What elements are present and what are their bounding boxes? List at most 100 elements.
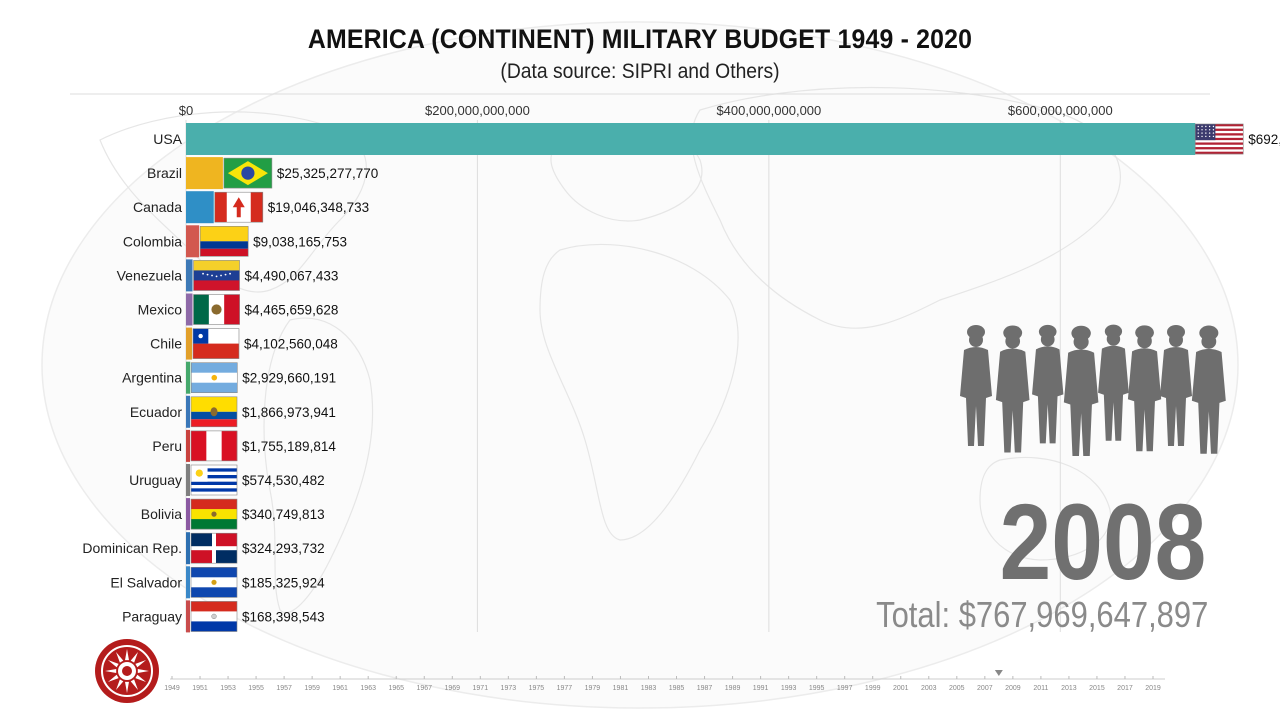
category-label: Mexico xyxy=(138,302,183,318)
timeline-year-label[interactable]: 1983 xyxy=(641,685,657,692)
timeline-year-label[interactable]: 2019 xyxy=(1145,685,1161,692)
bar-row: Canada $19,046,348,733 xyxy=(133,191,369,224)
soldiers-silhouette-icon xyxy=(960,324,1226,456)
timeline-year-label[interactable]: 1957 xyxy=(276,685,292,692)
category-label: Chile xyxy=(150,336,182,352)
value-label: $9,038,165,753 xyxy=(253,234,347,249)
timeline-year-label[interactable]: 2017 xyxy=(1117,685,1133,692)
bar-row: Uruguay $574,530,482 xyxy=(129,464,325,496)
category-label: Venezuela xyxy=(117,267,183,283)
timeline-year-label[interactable]: 1965 xyxy=(388,685,404,692)
bar xyxy=(186,327,192,360)
bar xyxy=(186,498,190,531)
canada-flag-icon xyxy=(214,191,264,223)
x-tick-label: $200,000,000,000 xyxy=(425,103,530,118)
timeline-year-label[interactable]: 1961 xyxy=(332,685,348,692)
timeline-year-label[interactable]: 1973 xyxy=(501,685,517,692)
uruguay-flag-icon xyxy=(190,464,238,496)
bar-row: Paraguay $168,398,543 xyxy=(122,600,325,633)
timeline-year-label[interactable]: 1955 xyxy=(248,685,264,692)
bar-row: Brazil $25,325,277,770 xyxy=(147,157,378,190)
bar-row: Peru $1,755,189,814 xyxy=(152,429,336,462)
value-label: $4,102,560,048 xyxy=(244,337,338,352)
category-label: Uruguay xyxy=(129,472,182,488)
chart-subtitle: (Data source: SIPRI and Others) xyxy=(500,60,780,83)
value-label: $340,749,813 xyxy=(242,507,325,522)
timeline-year-label[interactable]: 1977 xyxy=(557,685,573,692)
timeline-year-label[interactable]: 1951 xyxy=(192,685,208,692)
ecuador-flag-icon xyxy=(190,396,238,428)
timeline-year-label[interactable]: 1959 xyxy=(304,685,320,692)
timeline-year-label[interactable]: 2005 xyxy=(949,685,965,692)
category-label: Canada xyxy=(133,199,182,215)
paraguay-flag-icon xyxy=(190,601,238,632)
bar xyxy=(186,225,200,258)
category-label: Ecuador xyxy=(130,404,182,420)
dominican-rep-flag-icon xyxy=(190,532,238,564)
bar xyxy=(186,123,1196,155)
category-label: Argentina xyxy=(122,370,182,386)
category-label: USA xyxy=(153,131,182,147)
value-label: $1,755,189,814 xyxy=(242,439,336,454)
timeline-year-label[interactable]: 1975 xyxy=(529,685,545,692)
timeline-marker[interactable] xyxy=(994,670,1003,676)
timeline-year-label[interactable]: 2003 xyxy=(921,685,937,692)
value-label: $19,046,348,733 xyxy=(268,200,369,215)
category-label: Bolivia xyxy=(141,506,182,522)
x-tick-label: $600,000,000,000 xyxy=(1008,103,1113,118)
grid-layer: $0 $200,000,000,000 $400,000,000,000 $600,0… xyxy=(70,93,1210,632)
total-budget-label: Total: $767,969,647,897 xyxy=(875,594,1208,635)
timeline-year-label[interactable]: 1949 xyxy=(164,685,180,692)
el-salvador-flag-icon xyxy=(190,566,238,598)
bars-layer: USA $692,613,151,292 Brazil $25,325,277,770… xyxy=(82,123,1280,633)
peru-flag-icon xyxy=(190,430,238,462)
value-label: $168,398,543 xyxy=(242,609,325,624)
timeline-year-label[interactable]: 1989 xyxy=(725,685,741,692)
value-label: $4,465,659,628 xyxy=(245,303,339,318)
timeline-year-label[interactable]: 2001 xyxy=(893,685,909,692)
bar xyxy=(186,361,191,394)
bolivia-flag-icon xyxy=(190,498,238,530)
timeline-year-label[interactable]: 2015 xyxy=(1089,685,1105,692)
bar-row: Mexico $4,465,659,628 xyxy=(138,293,339,326)
category-label: Paraguay xyxy=(122,608,182,624)
timeline-year-label[interactable]: 1987 xyxy=(697,685,713,692)
bar-row: Chile $4,102,560,048 xyxy=(150,327,338,360)
bar xyxy=(186,566,190,599)
category-label: Colombia xyxy=(123,233,182,249)
year-timeline[interactable]: 1949 1951 1953 1955 1957 1959 1961 1963 1965 1967… xyxy=(0,660,1280,700)
brazil-flag-icon xyxy=(223,157,273,189)
timeline-year-label[interactable]: 1991 xyxy=(753,685,769,692)
timeline-year-label[interactable]: 2013 xyxy=(1061,685,1077,692)
timeline-year-label[interactable]: 2009 xyxy=(1005,685,1021,692)
value-label: $4,490,067,433 xyxy=(245,268,339,283)
bar-row: Argentina $2,929,660,191 xyxy=(122,361,336,394)
current-year-label: 2008 xyxy=(999,481,1206,602)
timeline-year-label[interactable]: 1985 xyxy=(669,685,685,692)
timeline-year-label[interactable]: 1981 xyxy=(613,685,629,692)
value-label: $574,530,482 xyxy=(242,473,325,488)
timeline-year-label[interactable]: 1997 xyxy=(837,685,853,692)
value-label: $25,325,277,770 xyxy=(277,166,378,181)
timeline-year-label[interactable]: 2007 xyxy=(977,685,993,692)
timeline-year-label[interactable]: 1971 xyxy=(473,685,489,692)
category-label: Brazil xyxy=(147,165,182,181)
timeline-year-label[interactable]: 1993 xyxy=(781,685,797,692)
timeline-year-label[interactable]: 1969 xyxy=(444,685,460,692)
timeline-year-label[interactable]: 1963 xyxy=(360,685,376,692)
timeline-year-label[interactable]: 2011 xyxy=(1033,685,1048,692)
chile-flag-icon xyxy=(192,328,240,359)
timeline-year-label[interactable]: 1967 xyxy=(416,685,432,692)
timeline-year-label[interactable]: 1953 xyxy=(220,685,236,692)
timeline-year-label[interactable]: 1995 xyxy=(809,685,825,692)
bar-row: USA $692,613,151,292 xyxy=(153,123,1280,155)
bar xyxy=(186,395,190,428)
timeline-year-label[interactable]: 1979 xyxy=(585,685,601,692)
colombia-flag-icon xyxy=(199,226,249,257)
category-label: Dominican Rep. xyxy=(82,540,182,556)
value-label: $1,866,973,941 xyxy=(242,405,336,420)
timeline-year-label[interactable]: 1999 xyxy=(865,685,881,692)
bar-row: Colombia $9,038,165,753 xyxy=(123,225,347,258)
value-label: $185,325,924 xyxy=(242,575,325,590)
